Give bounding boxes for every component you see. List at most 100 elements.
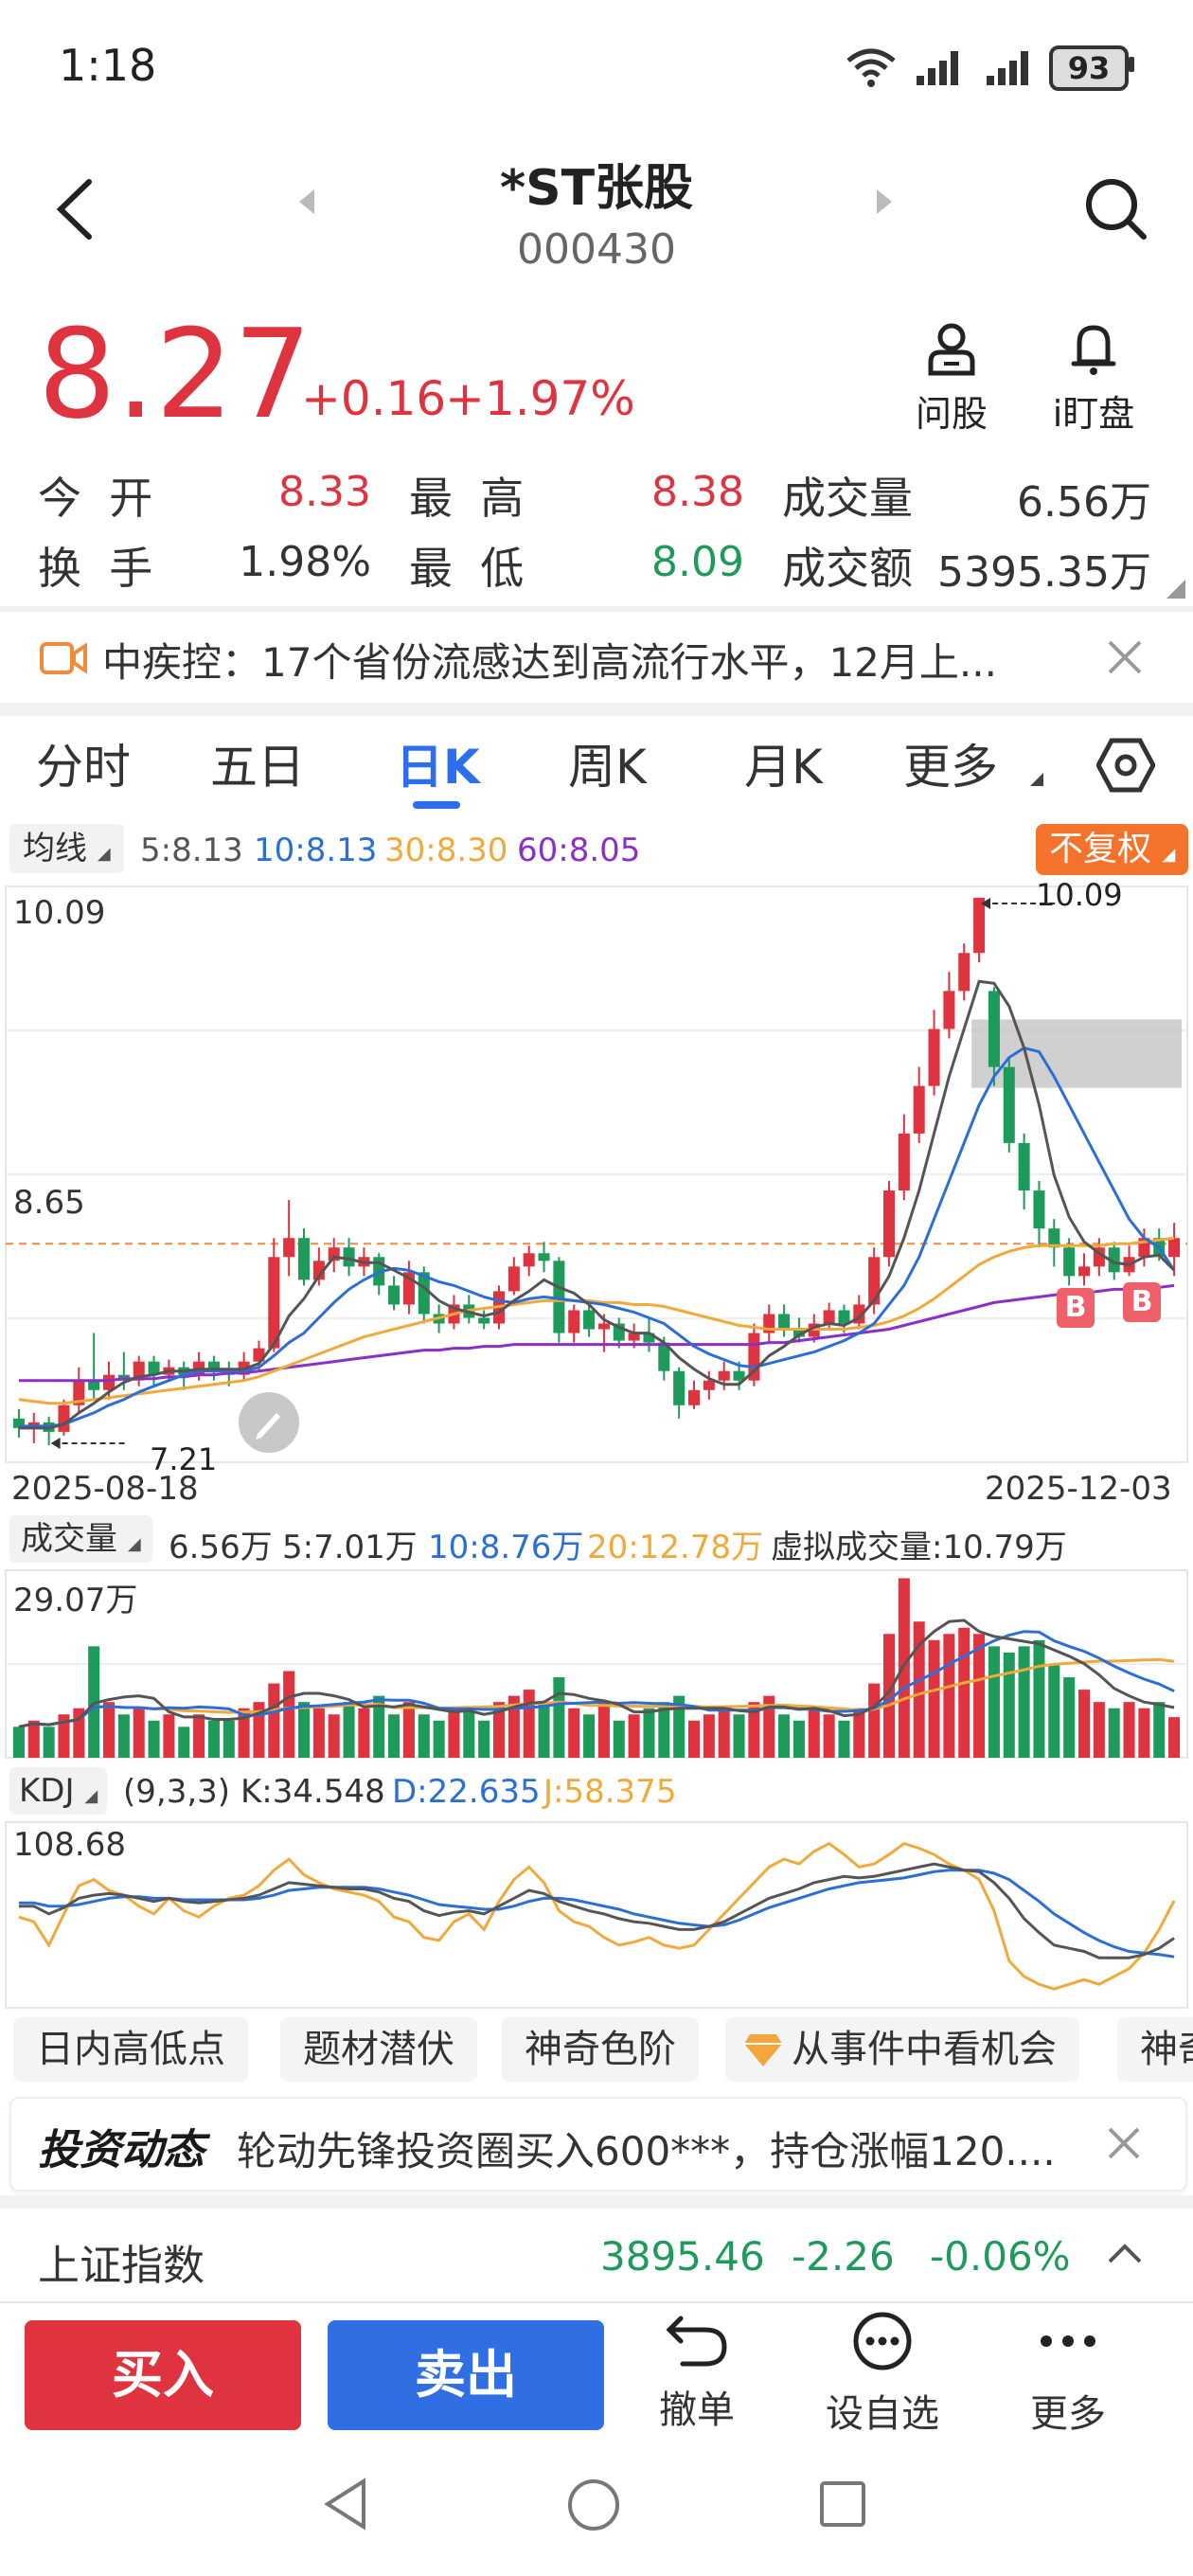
wifi-icon <box>846 48 896 87</box>
volume-ma5-line <box>18 1619 1175 1728</box>
candle-body <box>58 1404 70 1432</box>
invest-banner[interactable]: 投资动态 轮动先锋投资圈买入600***，持仓涨幅120.... <box>9 2097 1187 2191</box>
gap-zone <box>971 1019 1182 1088</box>
cancel-order-button[interactable]: 撤单 <box>621 2311 773 2434</box>
settings-icon[interactable] <box>1096 737 1155 794</box>
tag-magic-more[interactable]: 神奇 <box>1117 2017 1193 2082</box>
kdj-selector[interactable]: KDJ ◢ <box>9 1767 108 1815</box>
volume-bar <box>898 1578 910 1758</box>
tab-weekly-k[interactable]: 周K <box>568 740 647 795</box>
sell-button[interactable]: 卖出 <box>328 2320 604 2430</box>
tag-theme-ambush[interactable]: 题材潜伏 <box>280 2017 477 2082</box>
volume-bar <box>178 1726 190 1758</box>
volume-value: 6.56万 <box>1017 478 1151 527</box>
nav-back-icon[interactable] <box>322 2478 369 2531</box>
volume-chart[interactable] <box>0 1566 1193 1762</box>
high-label: 最 高 <box>409 473 525 524</box>
max-arrow <box>981 898 991 910</box>
more-label: 更多 <box>1030 2392 1106 2436</box>
buy-button[interactable]: 买入 <box>25 2320 301 2430</box>
open-value: 8.33 <box>278 468 371 516</box>
kdj-k: K:34.548 <box>240 1773 385 1811</box>
volume-bar <box>1003 1652 1015 1758</box>
candle-body <box>343 1247 355 1267</box>
candle-body <box>88 1380 100 1390</box>
tab-more[interactable]: 更多 <box>903 740 998 795</box>
volume-bar <box>583 1714 596 1758</box>
candle-body <box>1077 1266 1091 1277</box>
candle-body <box>913 1085 925 1134</box>
turnover-label: 换 手 <box>38 543 153 594</box>
add-watchlist-button[interactable]: 设自选 <box>807 2311 958 2438</box>
undo-icon <box>666 2316 727 2367</box>
candle-body <box>1003 1066 1015 1143</box>
kdj-chart[interactable] <box>0 1818 1193 2012</box>
ma-selector[interactable]: 均线 ◢ <box>9 824 124 873</box>
volume-ma10-line <box>18 1630 1175 1728</box>
divider <box>0 2301 1193 2303</box>
tab-daily-k[interactable]: 日K <box>396 740 480 795</box>
ask-stock-button[interactable]: 问股 <box>899 320 1004 437</box>
candlestick-chart[interactable] <box>0 881 1193 1468</box>
more-button[interactable]: 更多 <box>992 2311 1144 2438</box>
candle-body <box>973 898 986 954</box>
expand-corner-icon[interactable] <box>1166 580 1185 599</box>
tag-event-opportunity[interactable]: 从事件中看机会 <box>725 2017 1079 2082</box>
volume-selector-label: 成交量 <box>21 1520 117 1558</box>
close-icon[interactable] <box>1106 638 1144 676</box>
chevron-up-icon[interactable] <box>1106 2241 1144 2265</box>
volume-ma20-line <box>18 1657 1175 1728</box>
volume-bar <box>193 1714 205 1758</box>
draw-tool-button[interactable] <box>239 1392 299 1453</box>
volume-bar <box>478 1720 490 1758</box>
volume-bar <box>58 1714 70 1758</box>
prev-stock-icon[interactable] <box>297 188 316 216</box>
nav-home-icon[interactable] <box>566 2478 621 2532</box>
virtual-volume: 虚拟成交量:10.79万 <box>771 1529 1067 1566</box>
volume-bar <box>928 1639 940 1758</box>
volume-bar <box>312 1708 325 1758</box>
volume-ma20: 20:12.78万 <box>587 1529 764 1566</box>
volume-bar <box>643 1708 655 1758</box>
tab-five-day[interactable]: 五日 <box>210 740 305 795</box>
next-stock-icon[interactable] <box>875 188 894 216</box>
candle-body <box>312 1261 325 1280</box>
volume-top-label: 29.07万 <box>13 1582 138 1619</box>
candle-body <box>943 991 955 1029</box>
b-marker[interactable]: B <box>1123 1282 1161 1322</box>
more-dots-icon <box>1041 2335 1095 2347</box>
back-icon[interactable] <box>53 176 95 242</box>
tab-monthly-k[interactable]: 月K <box>744 740 823 795</box>
candle-body <box>418 1272 430 1315</box>
candle-body <box>658 1342 670 1371</box>
end-date: 2025-12-03 <box>985 1470 1172 1508</box>
volume-bar <box>418 1714 430 1758</box>
video-icon <box>40 642 87 674</box>
turnover-value: 1.98% <box>239 538 371 586</box>
volume-selector[interactable]: 成交量 ◢ <box>9 1515 152 1563</box>
tag-intraday-highlow[interactable]: 日内高低点 <box>13 2017 248 2082</box>
diamond-icon <box>744 2034 782 2066</box>
y-axis-mid-label: 8.65 <box>13 1184 85 1222</box>
volume-bar <box>568 1708 580 1758</box>
min-arrow <box>50 1437 61 1449</box>
search-icon[interactable] <box>1083 176 1149 242</box>
close-icon[interactable] <box>1106 2125 1142 2161</box>
low-label: 最 低 <box>409 543 525 594</box>
volume-current: 6.56万 <box>169 1529 273 1566</box>
volume-ma5: 5:7.01万 <box>282 1529 418 1566</box>
index-bar[interactable]: 上证指数 3895.46 -2.26 -0.06% <box>0 2209 1193 2303</box>
watch-button[interactable]: i盯盘 <box>1042 320 1146 437</box>
adjust-button[interactable]: 不复权 ◢ <box>1036 824 1189 875</box>
battery-icon: 93 <box>1049 45 1129 91</box>
cancel-order-label: 撤单 <box>659 2388 735 2432</box>
news-banner[interactable]: 中疾控：17个省份流感达到高流行水平，12月上... <box>0 612 1193 703</box>
candle-body <box>297 1238 311 1280</box>
candle-body <box>1048 1228 1060 1248</box>
person-icon <box>928 323 975 376</box>
tab-intraday[interactable]: 分时 <box>36 740 131 795</box>
volume-bar <box>117 1714 130 1758</box>
tag-magic-color[interactable]: 神奇色阶 <box>502 2017 699 2082</box>
b-marker[interactable]: B <box>1057 1288 1095 1328</box>
nav-recent-icon[interactable] <box>818 2479 867 2529</box>
